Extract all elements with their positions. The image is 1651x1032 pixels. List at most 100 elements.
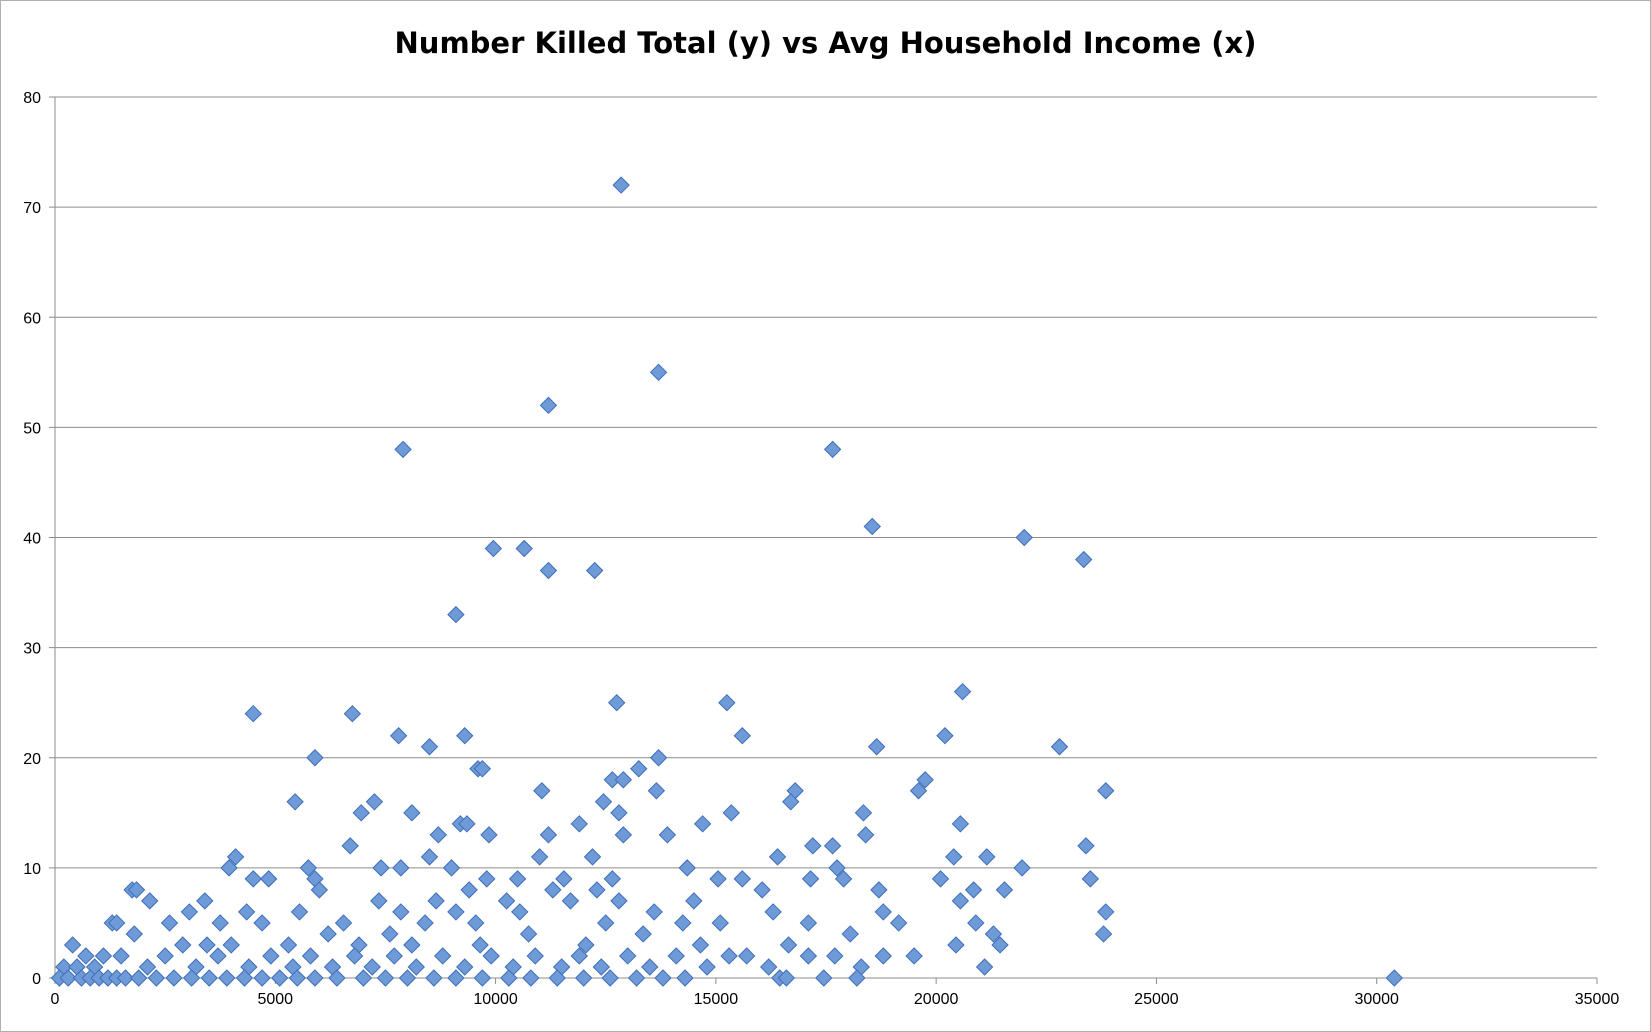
data-point	[658, 826, 677, 844]
data-point	[592, 958, 611, 976]
data-point	[403, 804, 421, 822]
data-point	[209, 947, 227, 965]
data-point	[306, 749, 324, 767]
data-point	[394, 440, 412, 459]
data-point	[678, 859, 696, 877]
x-tick-label: 15000	[694, 991, 739, 1008]
y-tick-label: 80	[23, 90, 41, 107]
data-point	[834, 870, 853, 888]
data-point	[398, 969, 417, 987]
data-point	[235, 969, 254, 987]
data-point	[363, 958, 381, 976]
data-point	[612, 176, 630, 194]
data-point	[526, 947, 544, 965]
data-point	[389, 727, 408, 745]
data-point	[570, 947, 588, 965]
data-point	[555, 870, 573, 888]
data-point	[218, 969, 236, 987]
data-point	[848, 969, 866, 987]
data-point	[334, 914, 353, 932]
data-point	[801, 870, 820, 888]
data-point	[458, 815, 476, 833]
data-point	[328, 969, 346, 987]
data-point	[588, 881, 606, 899]
data-point	[647, 782, 666, 800]
data-point	[870, 881, 888, 899]
data-point	[392, 859, 410, 877]
data-point	[352, 804, 370, 822]
data-point	[182, 969, 201, 987]
data-point	[594, 793, 613, 811]
data-point	[138, 958, 157, 976]
data-point	[319, 925, 337, 943]
data-point	[823, 837, 842, 855]
data-point	[674, 914, 692, 932]
data-point	[561, 892, 580, 910]
data-point	[286, 793, 304, 811]
data-point	[634, 925, 652, 943]
data-point	[964, 881, 983, 899]
data-point	[244, 870, 262, 888]
data-point	[533, 782, 551, 800]
data-point	[447, 605, 465, 624]
data-point	[420, 738, 439, 756]
data-point	[585, 561, 604, 580]
data-point	[654, 969, 672, 987]
data-point	[460, 881, 478, 899]
x-tick-label: 25000	[1134, 991, 1179, 1008]
data-point	[160, 914, 179, 932]
data-point	[237, 903, 256, 921]
data-point	[909, 782, 928, 800]
data-point	[473, 760, 492, 778]
data-point	[198, 936, 216, 954]
data-point	[967, 914, 985, 932]
y-tick-label: 10	[23, 861, 41, 878]
data-point	[130, 969, 148, 987]
data-point	[530, 848, 549, 866]
x-tick-label: 0	[51, 991, 60, 1008]
data-point	[768, 848, 787, 866]
data-point	[403, 936, 421, 954]
data-point	[392, 903, 410, 921]
data-point	[874, 903, 892, 921]
data-point	[471, 936, 489, 954]
data-point	[1077, 837, 1095, 855]
data-point	[259, 870, 278, 888]
data-point	[365, 793, 384, 811]
data-point	[180, 903, 199, 921]
data-point	[222, 936, 240, 954]
data-point	[425, 969, 443, 987]
data-point	[1050, 738, 1069, 756]
data-point	[574, 969, 593, 987]
data-point	[244, 704, 262, 723]
data-point	[570, 815, 588, 833]
data-point	[709, 870, 727, 888]
data-point	[381, 925, 399, 943]
data-point	[936, 727, 954, 745]
data-point	[112, 947, 130, 965]
data-point	[416, 914, 434, 932]
data-point	[991, 936, 1009, 954]
data-point	[262, 947, 280, 965]
data-point	[777, 969, 796, 987]
data-point	[174, 936, 192, 954]
data-point	[610, 892, 628, 910]
data-point	[779, 936, 798, 954]
data-point	[376, 969, 395, 987]
data-point	[1013, 859, 1031, 877]
data-point	[467, 914, 485, 932]
data-point	[676, 969, 694, 987]
data-point	[270, 969, 289, 987]
data-point	[482, 947, 500, 965]
data-point	[953, 682, 972, 701]
data-point	[306, 969, 324, 987]
data-point	[645, 903, 663, 921]
data-point	[429, 826, 448, 844]
data-point	[753, 881, 771, 899]
data-point	[301, 947, 320, 965]
data-point	[522, 969, 540, 987]
data-point	[577, 936, 595, 954]
data-point	[125, 925, 144, 943]
